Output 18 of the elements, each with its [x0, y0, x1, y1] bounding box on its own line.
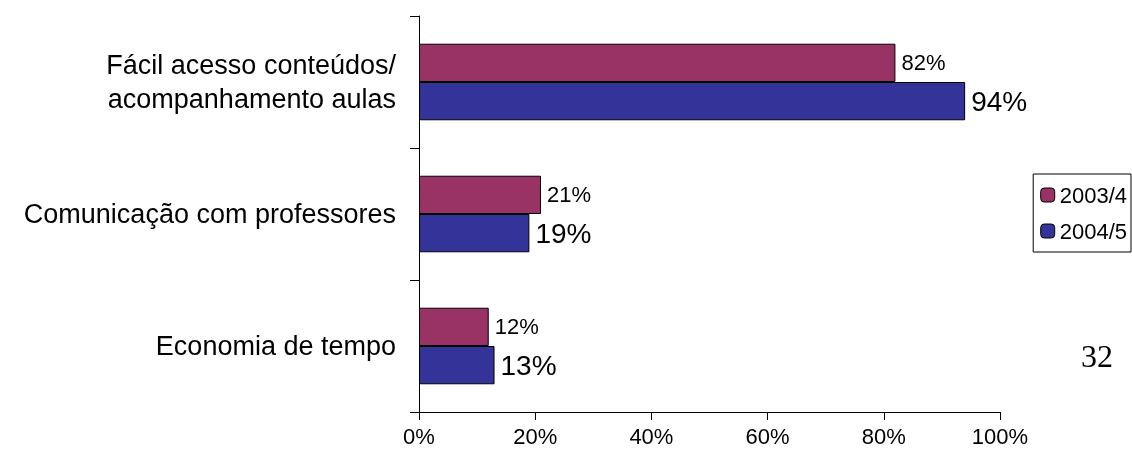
- data-label: 94%: [971, 85, 1028, 117]
- x-tick-label: 80%: [861, 423, 906, 449]
- data-label: 19%: [535, 217, 592, 249]
- legend-label: 2004/5: [1059, 218, 1128, 244]
- data-label: 12%: [494, 314, 539, 340]
- x-tick-label: 40%: [629, 423, 674, 449]
- data-label: 13%: [500, 349, 557, 381]
- data-label: 21%: [547, 182, 592, 208]
- y-tick-label: Comunicação com professores: [23, 199, 396, 229]
- x-tick-label: 20%: [513, 423, 558, 449]
- y-tick-label: Fácil acesso conteúdos/ acompanhamento aulas: [106, 50, 397, 114]
- x-tick-label: 0%: [403, 423, 435, 449]
- y-tick-label: Economia de tempo: [155, 331, 396, 361]
- data-label: 82%: [901, 50, 946, 76]
- legend-label: 2003/4: [1059, 182, 1128, 208]
- text: 32: [1081, 338, 1113, 374]
- x-tick-label: 100%: [971, 423, 1029, 449]
- x-tick-label: 60%: [745, 423, 790, 449]
